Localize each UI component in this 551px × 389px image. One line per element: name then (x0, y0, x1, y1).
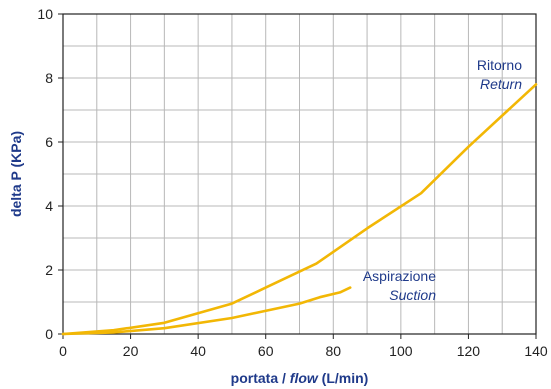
y-tick-label: 0 (45, 326, 53, 342)
series-label-suction: Aspirazione Suction (363, 268, 436, 303)
x-axis-title-post: (L/min) (318, 370, 369, 386)
y-tick-label: 6 (45, 134, 53, 150)
series-label-suction-en: Suction (389, 287, 436, 303)
x-tick-label: 40 (190, 343, 206, 359)
x-tick-label: 20 (123, 343, 139, 359)
series-label-suction-it: Aspirazione (363, 268, 436, 284)
x-tick-label: 60 (258, 343, 274, 359)
y-tick-label: 8 (45, 70, 53, 86)
y-tick-label: 10 (37, 6, 53, 22)
series-label-return-it: Ritorno (477, 57, 522, 73)
plot-frame (62, 13, 537, 335)
y-tick-label: 2 (45, 262, 53, 278)
series-label-return: Ritorno Return (477, 57, 522, 92)
series-line-suction (61, 286, 352, 336)
series-lines (61, 83, 538, 336)
y-tick-labels: 0 2 4 6 8 10 (37, 6, 53, 342)
y-tick-label: 4 (45, 198, 53, 214)
x-tick-label: 140 (524, 343, 548, 359)
series-label-return-en: Return (480, 76, 522, 92)
x-tick-label: 100 (389, 343, 413, 359)
x-axis-title-pre: portata / (231, 370, 290, 386)
x-tick-label: 0 (59, 343, 67, 359)
x-tick-label: 120 (457, 343, 481, 359)
x-tick-label: 80 (325, 343, 341, 359)
x-axis-title: portata / flow (L/min) (231, 370, 369, 386)
series-line-return (61, 83, 538, 336)
grid (63, 14, 536, 334)
x-axis-title-italic: flow (290, 370, 319, 386)
axes (58, 13, 537, 339)
y-axis-title: delta P (KPa) (8, 131, 24, 217)
x-tick-labels: 0 20 40 60 80 100 120 140 (59, 343, 548, 359)
